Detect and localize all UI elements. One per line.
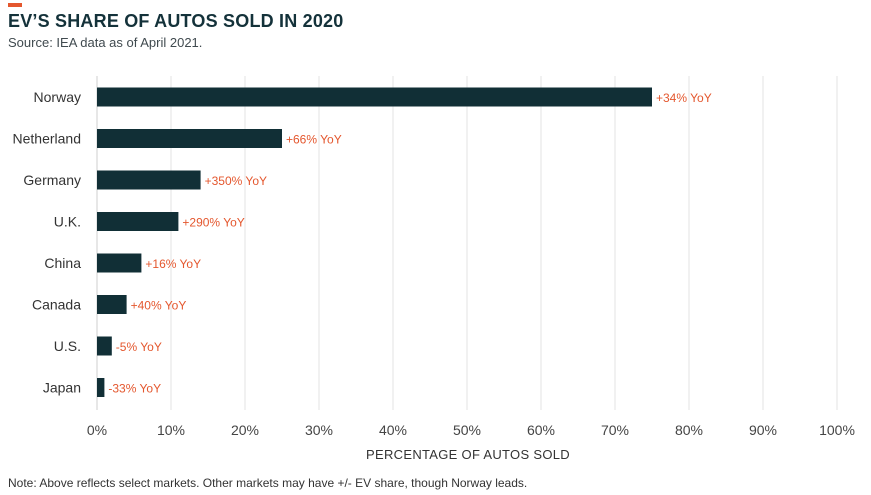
category-label: Canada bbox=[32, 297, 81, 313]
x-tick-label: 10% bbox=[157, 422, 185, 438]
data-labels: +34% YoY +66% YoY +350% YoY +290% YoY +16% Y… bbox=[108, 91, 711, 396]
x-tick-label: 40% bbox=[379, 422, 407, 438]
grid-lines bbox=[96, 76, 838, 410]
chart-title: EV’S SHARE OF AUTOS SOLD IN 2020 bbox=[8, 11, 344, 31]
category-label: China bbox=[44, 255, 81, 271]
category-label: U.K. bbox=[54, 214, 81, 230]
bar bbox=[97, 87, 652, 107]
bar bbox=[97, 212, 179, 231]
chart-subtitle: Source: IEA data as of April 2021. bbox=[8, 35, 203, 50]
x-tick-label: 90% bbox=[749, 422, 777, 438]
bars-group bbox=[97, 87, 652, 397]
category-label: Norway bbox=[34, 89, 81, 105]
x-tick-label: 100% bbox=[819, 422, 855, 438]
x-tick-label: 20% bbox=[231, 422, 259, 438]
x-tick-label: 70% bbox=[601, 422, 629, 438]
x-tick-label: 60% bbox=[527, 422, 555, 438]
bar bbox=[97, 170, 201, 190]
data-label: +290% YoY bbox=[182, 216, 244, 230]
bar bbox=[97, 129, 282, 148]
data-label: +40% YoY bbox=[131, 299, 187, 313]
footer-note: Note: Above reflects select markets. Oth… bbox=[8, 476, 528, 490]
bar bbox=[97, 378, 105, 397]
category-label: U.S. bbox=[54, 338, 81, 354]
x-tick-label: 80% bbox=[675, 422, 703, 438]
category-label: Netherland bbox=[13, 131, 82, 147]
data-label: +34% YoY bbox=[656, 91, 712, 105]
data-label: -5% YoY bbox=[116, 340, 162, 354]
data-label: +66% YoY bbox=[286, 133, 342, 147]
category-label: Germany bbox=[23, 172, 81, 188]
data-label: +16% YoY bbox=[145, 257, 201, 271]
title-accent-bar bbox=[8, 3, 22, 7]
bar bbox=[97, 253, 142, 273]
x-tick-labels: 0% 10% 20% 30% 40% 50% 60% 70% 80% 90% 100% bbox=[87, 422, 855, 438]
x-axis-title: PERCENTAGE OF AUTOS SOLD bbox=[366, 447, 570, 462]
x-tick-label: 30% bbox=[305, 422, 333, 438]
category-label: Japan bbox=[43, 380, 81, 396]
bar bbox=[97, 295, 127, 314]
x-tick-label: 50% bbox=[453, 422, 481, 438]
x-tick-label: 0% bbox=[87, 422, 107, 438]
data-label: -33% YoY bbox=[108, 382, 161, 396]
category-labels: Norway Netherland Germany U.K. China Canada U.… bbox=[13, 89, 82, 396]
bar bbox=[97, 336, 112, 356]
data-label: +350% YoY bbox=[205, 174, 267, 188]
